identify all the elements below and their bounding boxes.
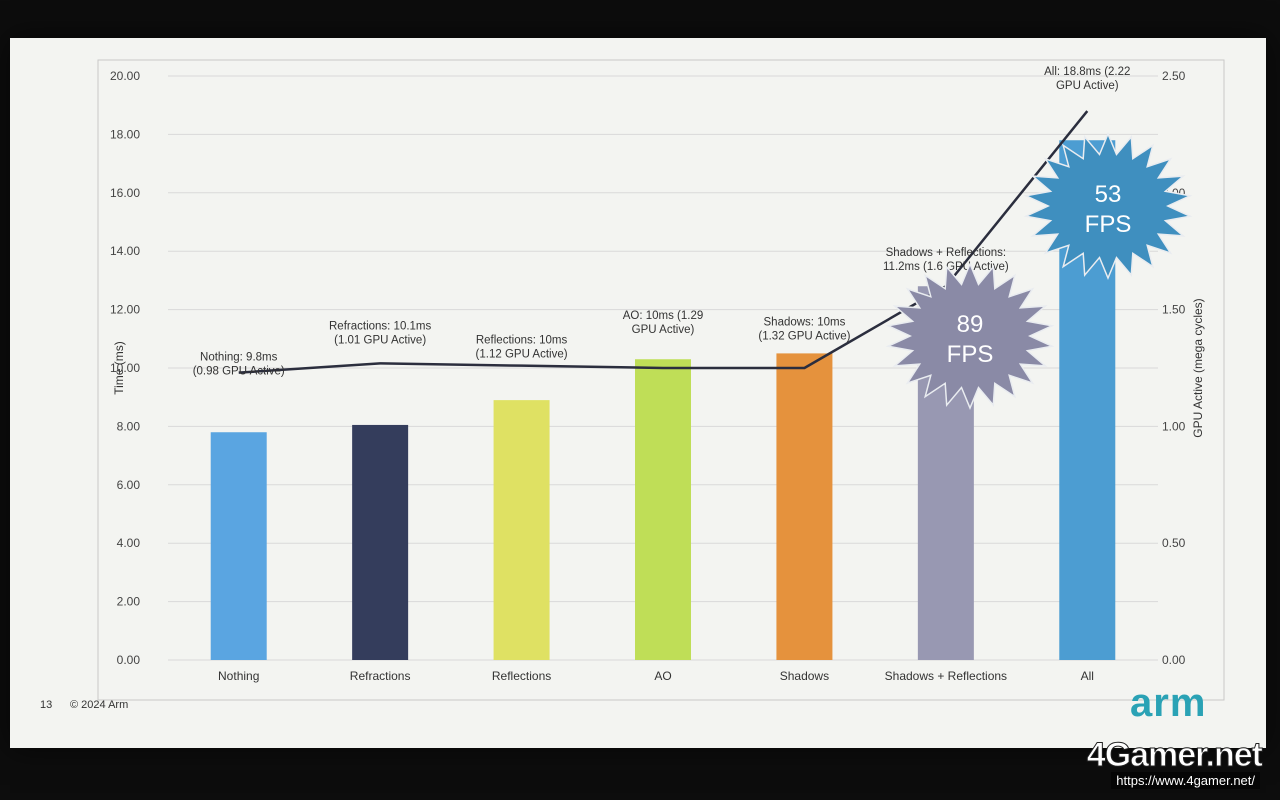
bar-ao [635, 359, 691, 660]
bar-reflections [493, 400, 550, 660]
y2-axis-title: GPU Active (mega cycles) [1191, 298, 1205, 437]
fps-burst-text: 89 [957, 311, 984, 338]
fps-burst-shape [885, 262, 1055, 410]
page-number: 13 [40, 699, 53, 711]
data-label: GPU Active) [1056, 80, 1119, 92]
y-tick-label: 16.00 [110, 186, 140, 200]
x-tick-label: Shadows [780, 669, 829, 683]
data-label: (0.98 GPU Active) [193, 366, 285, 378]
fps-burst-text: FPS [947, 341, 994, 368]
y-tick-label: 10.00 [110, 361, 140, 375]
y-tick-label: 8.00 [117, 419, 141, 433]
data-label: AO: 10ms (1.29 [623, 310, 704, 322]
bar-shadows [776, 353, 833, 660]
watermark-url: https://www.4gamer.net/ [1111, 772, 1260, 789]
copyright-text: © 2024 Arm [70, 699, 129, 711]
y2-tick-label: 0.00 [1162, 653, 1186, 667]
y2-tick-label: 1.00 [1162, 419, 1186, 433]
y-tick-label: 0.00 [117, 653, 141, 667]
bar-refractions [352, 424, 409, 660]
y2-tick-label: 1.50 [1162, 303, 1186, 317]
x-tick-label: All [1081, 669, 1094, 683]
bar-nothing [210, 432, 267, 660]
y-tick-label: 12.00 [110, 303, 140, 317]
data-label: (1.32 GPU Active) [758, 330, 850, 342]
fps-burst-text: 53 [1095, 181, 1122, 208]
data-label: Refractions: 10.1ms [329, 320, 432, 332]
y-tick-label: 4.00 [117, 536, 141, 550]
y-tick-label: 18.00 [110, 127, 140, 141]
fps-burst-text: FPS [1085, 211, 1132, 238]
data-label: Shadows + Reflections: [886, 247, 1007, 259]
y-axis-title: Time (ms) [112, 341, 126, 395]
data-label: All: 18.8ms (2.22 [1044, 66, 1130, 78]
data-label: (1.01 GPU Active) [334, 334, 426, 346]
y2-tick-label: 2.50 [1162, 69, 1186, 83]
data-label: Nothing: 9.8ms [200, 352, 278, 364]
data-label: (1.12 GPU Active) [476, 349, 568, 361]
arm-logo: arm [1130, 681, 1207, 725]
y-tick-label: 14.00 [110, 244, 140, 258]
plot-frame [97, 59, 1225, 701]
data-label: Shadows: 10ms [764, 316, 846, 328]
fps-burst-shape [1023, 132, 1193, 280]
slide: 0.00 2.00 4.00 6.00 8.00 10.00 12.00 14.00 16.00… [10, 38, 1266, 748]
y2-tick-label: 0.50 [1162, 536, 1186, 550]
x-tick-label: Nothing [218, 669, 259, 683]
chart: 0.00 2.00 4.00 6.00 8.00 10.00 12.00 14.00 16.00… [97, 59, 1225, 701]
data-label: Reflections: 10ms [476, 335, 568, 347]
data-label: GPU Active) [632, 324, 695, 336]
x-tick-label: Refractions [350, 669, 411, 683]
x-tick-label: Shadows + Reflections [885, 669, 1007, 683]
x-tick-label: Reflections [492, 669, 551, 683]
watermark-brand: 4Gamer.net [1086, 736, 1263, 774]
y-tick-label: 20.00 [110, 69, 140, 83]
x-tick-label: AO [654, 669, 671, 683]
y-tick-label: 6.00 [117, 478, 141, 492]
y-tick-label: 2.00 [117, 595, 141, 609]
